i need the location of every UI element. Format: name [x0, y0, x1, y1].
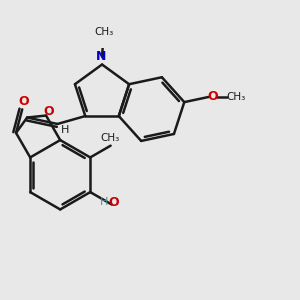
- Text: CH₃: CH₃: [226, 92, 245, 102]
- Text: O: O: [108, 196, 119, 208]
- Text: O: O: [18, 95, 29, 108]
- Text: H: H: [100, 197, 108, 207]
- Text: CH₃: CH₃: [94, 27, 113, 37]
- Text: CH₃: CH₃: [100, 133, 120, 142]
- Text: O: O: [208, 91, 218, 103]
- Text: H: H: [61, 124, 70, 134]
- Text: O: O: [43, 105, 54, 118]
- Text: N: N: [96, 50, 106, 63]
